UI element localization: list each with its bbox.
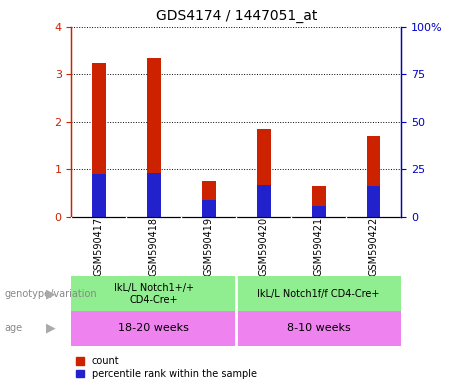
Text: IkL/L Notch1f/f CD4-Cre+: IkL/L Notch1f/f CD4-Cre+: [258, 289, 380, 299]
Text: ▶: ▶: [46, 287, 55, 300]
Text: GSM590419: GSM590419: [204, 217, 214, 276]
Text: GSM590421: GSM590421: [313, 217, 324, 276]
Text: genotype/variation: genotype/variation: [5, 289, 97, 299]
Text: GSM590417: GSM590417: [94, 217, 104, 276]
Text: ▶: ▶: [46, 322, 55, 335]
Bar: [367, 136, 380, 217]
Bar: [236, 311, 401, 346]
Title: GDS4174 / 1447051_at: GDS4174 / 1447051_at: [155, 9, 317, 23]
Bar: [147, 173, 161, 217]
Text: age: age: [5, 323, 23, 333]
Text: 18-20 weeks: 18-20 weeks: [118, 323, 189, 333]
Bar: [257, 185, 271, 217]
Bar: [92, 174, 106, 217]
Bar: [236, 276, 401, 311]
Bar: [202, 200, 216, 217]
Text: 8-10 weeks: 8-10 weeks: [287, 323, 350, 333]
Bar: [92, 63, 106, 217]
Bar: [147, 58, 161, 217]
Bar: [367, 186, 380, 217]
Text: IkL/L Notch1+/+
CD4-Cre+: IkL/L Notch1+/+ CD4-Cre+: [114, 283, 194, 305]
Bar: [257, 129, 271, 217]
Bar: [312, 186, 325, 217]
Text: GSM590422: GSM590422: [369, 217, 378, 276]
Bar: [312, 206, 325, 217]
Bar: [202, 181, 216, 217]
Legend: count, percentile rank within the sample: count, percentile rank within the sample: [77, 356, 257, 379]
Text: GSM590418: GSM590418: [149, 217, 159, 276]
Bar: [71, 276, 236, 311]
Bar: [71, 311, 236, 346]
Text: GSM590420: GSM590420: [259, 217, 269, 276]
